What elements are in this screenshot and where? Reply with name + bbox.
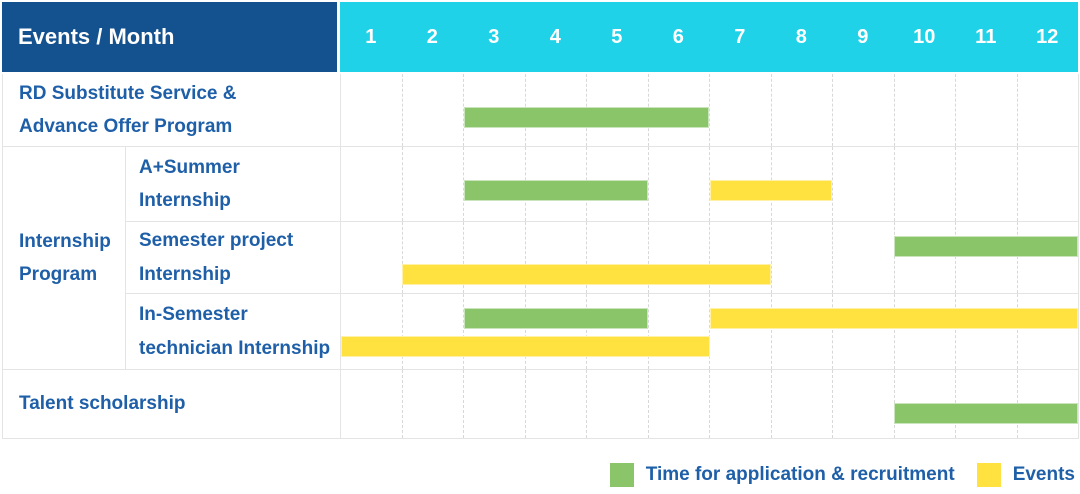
month-column: [401, 222, 464, 293]
month-label: 2: [426, 25, 438, 48]
gantt-body: RD Substitute Service & Advance Offer Pr…: [2, 74, 1079, 439]
month-label: 11: [975, 25, 997, 48]
month-column: [463, 74, 525, 146]
month-label: 6: [672, 25, 684, 48]
month-column: [524, 222, 587, 293]
month-column: [955, 74, 1017, 146]
month-gridlines: [341, 74, 1078, 146]
month-column: [341, 222, 402, 293]
chart-row: [341, 222, 1079, 294]
legend: Time for application & recruitment Event…: [2, 463, 1078, 487]
month-column: [463, 147, 525, 221]
month-gridlines: [341, 222, 1078, 293]
month-column: [647, 370, 710, 438]
month-column: [647, 294, 710, 369]
gantt-bar-application_recruitment: [463, 107, 710, 128]
month-column: [463, 370, 525, 438]
row-label: RD Substitute Service & Advance Offer Pr…: [3, 74, 341, 147]
table-header-title: Events / Month: [2, 2, 340, 72]
month-column: [893, 222, 956, 293]
chart-row: [341, 147, 1079, 222]
month-column: [401, 370, 464, 438]
legend-label: Time for application & recruitment: [645, 464, 955, 485]
month-gridlines: [341, 294, 1078, 369]
month-label: 10: [913, 25, 936, 48]
month-column: [709, 370, 771, 438]
gantt-bar-events: [709, 180, 833, 201]
month-column: [1016, 222, 1079, 293]
month-column: [832, 147, 894, 221]
chart-row: [341, 74, 1079, 147]
month-column: [524, 370, 587, 438]
month-column: [401, 294, 464, 369]
legend-swatch-green-icon: [609, 463, 634, 487]
month-column: [647, 147, 710, 221]
month-column: [341, 147, 402, 221]
gantt-bar-application_recruitment: [893, 403, 1078, 424]
month-column: [401, 74, 464, 146]
month-column: [770, 222, 833, 293]
chart-row: [341, 370, 1079, 439]
gantt-bar-application_recruitment: [463, 180, 649, 201]
row-label: In-Semester technician Internship: [126, 294, 341, 370]
month-column: [586, 222, 648, 293]
row-label: Talent scholarship: [3, 370, 341, 439]
month-column: [647, 222, 710, 293]
month-column: [341, 370, 402, 438]
month-column: [770, 294, 833, 369]
month-column: [893, 294, 956, 369]
table-header-row: Events / Month 1 2 3 4 5 6 7 8 9 10 11 12: [2, 2, 1078, 72]
month-label: 12: [1036, 25, 1059, 48]
month-column: [524, 294, 587, 369]
month-column: [463, 222, 525, 293]
month-column: [1016, 74, 1079, 146]
month-column: [832, 370, 894, 438]
month-column: [709, 222, 771, 293]
month-column: [955, 222, 1017, 293]
month-column: [709, 147, 771, 221]
month-column: [401, 147, 464, 221]
group-label: Internship Program: [3, 147, 126, 370]
gantt-bar-application_recruitment: [463, 308, 649, 329]
month-column: [832, 294, 894, 369]
chart-row: [341, 294, 1079, 370]
month-column: [586, 370, 648, 438]
month-label: 7: [734, 25, 746, 48]
legend-item-application-recruitment: Time for application & recruitment: [609, 463, 955, 487]
legend-swatch-yellow-icon: [976, 463, 1001, 487]
month-column: [709, 74, 771, 146]
month-column: [341, 74, 402, 146]
month-header-row: 1 2 3 4 5 6 7 8 9 10 11 12: [340, 2, 1078, 72]
gantt-bar-events: [341, 336, 710, 357]
month-column: [832, 222, 894, 293]
month-label: 9: [857, 25, 869, 48]
legend-label: Events: [1012, 464, 1075, 485]
month-column: [586, 294, 648, 369]
month-label: 8: [795, 25, 807, 48]
month-column: [893, 147, 956, 221]
legend-item-events: Events: [976, 463, 1075, 487]
month-column: [463, 294, 525, 369]
month-column: [709, 294, 771, 369]
gantt-bar-events: [709, 308, 1078, 329]
month-column: [341, 294, 402, 369]
month-label: 1: [365, 25, 377, 48]
gantt-bar-application_recruitment: [893, 236, 1078, 257]
month-column: [955, 294, 1017, 369]
row-label: Semester project Internship: [126, 222, 341, 294]
month-column: [955, 147, 1017, 221]
row-label: A+Summer Internship: [126, 147, 341, 222]
month-column: [1016, 294, 1079, 369]
month-column: [770, 370, 833, 438]
month-column: [770, 74, 833, 146]
month-label: 4: [549, 25, 561, 48]
gantt-bar-events: [402, 264, 771, 285]
month-label: 5: [611, 25, 623, 48]
month-column: [1016, 147, 1079, 221]
gantt-table: Events / Month 1 2 3 4 5 6 7 8 9 10 11 12 RD Substi…: [2, 2, 1079, 487]
month-column: [893, 74, 956, 146]
month-label: 3: [488, 25, 500, 48]
month-column: [832, 74, 894, 146]
